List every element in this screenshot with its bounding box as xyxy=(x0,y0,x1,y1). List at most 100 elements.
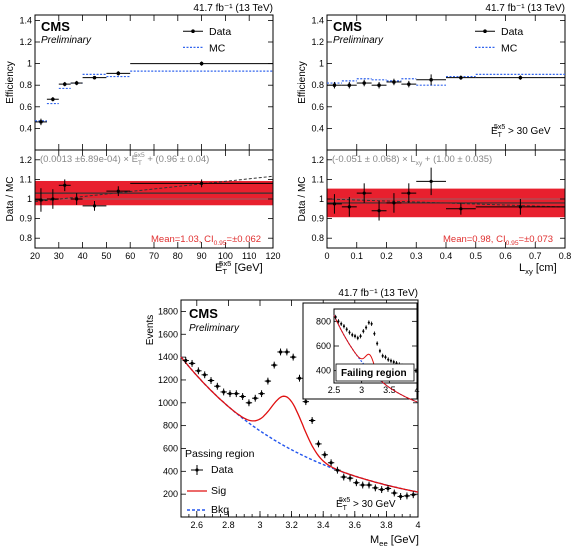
mass-pass-data-point xyxy=(380,487,384,492)
ratio_lxy-data-point xyxy=(362,191,366,195)
mass-pass-ytick-label: 1400 xyxy=(158,352,178,362)
eff_lxy-lumi: 41.7 fb⁻¹ (13 TeV) xyxy=(485,3,565,14)
mass-pass-ytick-label: 200 xyxy=(163,489,178,499)
mass-pass-xtick-label: 3 xyxy=(257,520,262,530)
ratio_lxy-data-point xyxy=(347,205,351,209)
eff_et-legend-data-label: Data xyxy=(209,26,231,38)
eff_lxy-ytick-label: 1.4 xyxy=(311,15,324,25)
mass-pass-data-point xyxy=(361,483,365,487)
ratio_et-ytick-label: 1.2 xyxy=(19,155,32,165)
ratio_lxy-xlabel: Lxy [cm] xyxy=(519,262,557,276)
ratio_lxy-xtick-label: 0.8 xyxy=(559,251,572,261)
mass-pass-cut-label: ET5x5 > 30 GeV xyxy=(336,497,396,512)
eff_et-lumi: 41.7 fb⁻¹ (13 TeV) xyxy=(193,3,273,14)
mass-pass-xtick-label: 3.8 xyxy=(380,520,393,530)
mass-pass-ytick-label: 1000 xyxy=(158,398,178,408)
mass-fail-title: Failing region xyxy=(341,368,407,379)
mass-fail-data-point xyxy=(387,358,390,361)
mass-fail-data-point xyxy=(370,322,373,325)
mass-fail-xtick-label: 3 xyxy=(359,385,364,395)
ratio_lxy-mean-label-part: Mean=0.98, CI xyxy=(443,234,506,245)
mass-pass-data-point xyxy=(253,396,257,400)
ratio_lxy-xtick-label: 0.7 xyxy=(529,251,542,261)
mass-fail-data-point xyxy=(392,360,395,364)
ratio_et-mean-label-part: Mean=1.03, CI xyxy=(151,234,214,245)
eff_lxy-cms: CMS xyxy=(333,19,362,34)
mass-fail-xtick-label: 2.5 xyxy=(328,385,341,395)
ratio_lxy-xtick-label: 0.6 xyxy=(499,251,512,261)
mass-pass-data-point xyxy=(190,361,194,365)
mass-pass-data-point xyxy=(285,350,289,354)
mass-pass-data-point xyxy=(304,400,308,404)
eff_lxy-cut-label: ET5x5 > 30 GeV xyxy=(491,124,551,139)
ratio_lxy-ytick-label: 0.9 xyxy=(311,214,324,224)
mass-pass-data-point xyxy=(354,481,358,485)
mass-fail-data-point xyxy=(334,315,337,319)
mass-pass-prelim: Preliminary xyxy=(189,323,240,334)
ratio_et-ytick-label: 1.1 xyxy=(19,174,32,184)
ratio_et-data-point xyxy=(200,181,204,185)
mass-pass-data-point xyxy=(196,369,200,373)
mass-pass-data-point xyxy=(291,355,295,359)
mass-pass-cut-label-part: 5x5 xyxy=(339,497,350,504)
mass-pass-sig-curve xyxy=(180,356,419,493)
ratio_lxy-mean-label-part: 0.95 xyxy=(506,240,519,247)
mass-fail-data-point xyxy=(364,326,368,329)
ratio_et-xtick-label: 60 xyxy=(125,251,135,261)
mass-pass-legend-data-label: Data xyxy=(211,464,233,476)
mass-pass-data-point xyxy=(316,442,321,446)
mass-pass-cut-label-part: E xyxy=(336,499,343,510)
mass-pass-data-point xyxy=(234,392,238,396)
ratio_lxy-ytick-label: 1.2 xyxy=(311,155,324,165)
ratio_lxy-data-point xyxy=(332,202,337,206)
mass-pass-data-point xyxy=(367,483,371,487)
ratio_et-ylabel: Data / MC xyxy=(5,176,16,221)
eff_lxy-data-point xyxy=(518,75,523,80)
eff_lxy-cut-label-part: T xyxy=(498,132,503,139)
ratio_lxy-xtick-label: 0.1 xyxy=(350,251,363,261)
ratio_lxy-data-point xyxy=(377,209,381,213)
eff_et-data-point xyxy=(92,75,97,80)
mass-fail-data-point xyxy=(389,359,393,362)
ratio_lxy-xtick-label: 0.2 xyxy=(380,251,393,261)
mass-fail-data-point xyxy=(378,349,382,353)
eff_lxy-data-point xyxy=(459,75,463,80)
ratio_et-fit-label-part: 5x5 xyxy=(134,152,145,159)
mass-pass-xtick-label: 4 xyxy=(415,520,420,530)
mass-fail-title-box xyxy=(335,363,415,382)
mass-fail-data-point xyxy=(342,325,346,328)
eff_et-legend-mc-label: MC xyxy=(209,42,226,54)
mass-pass-data-point xyxy=(259,392,264,396)
eff_et-data-point xyxy=(62,82,67,86)
ratio_et-data-point xyxy=(51,197,55,201)
mass-pass-data-point xyxy=(215,384,219,388)
mass-pass-data-point xyxy=(310,418,314,423)
eff_lxy-ytick-label: 0.6 xyxy=(311,102,324,112)
mass-pass-xlabel: Mee [GeV] xyxy=(370,534,419,548)
mass-fail-ytick-label: 800 xyxy=(316,316,331,326)
mass-pass-ytick-label: 600 xyxy=(163,443,178,453)
mass-pass-lumi: 41.7 fb⁻¹ (13 TeV) xyxy=(338,288,418,299)
mass-pass-xtick-label: 2.8 xyxy=(222,520,235,530)
ratio_et-xlabel-part: 5x5 xyxy=(219,259,231,268)
eff_lxy-ytick-label: 1.2 xyxy=(311,37,324,47)
mass-pass-data-point xyxy=(247,401,251,405)
mass-pass-data-point xyxy=(329,461,333,465)
ratio_lxy-data-point xyxy=(429,179,433,183)
ratio_et-xlabel-part: T xyxy=(222,267,227,276)
ratio_et-fit-label: (0.0013 ±6.89e-04) × ET5x5 + (0.96 ± 0.0… xyxy=(40,152,209,167)
mass-fail-data-point xyxy=(359,335,362,338)
eff_lxy-data-point xyxy=(407,82,411,86)
eff_lxy-cut-label-part: > 30 GeV xyxy=(505,126,551,137)
ratio_lxy-data-point xyxy=(407,191,411,195)
mass-fail-ytick-label: 400 xyxy=(316,366,331,376)
mass-pass-xtick-label: 3.6 xyxy=(349,520,362,530)
mass-fail-data-point xyxy=(356,336,359,340)
eff_lxy-legend-data-label: Data xyxy=(501,26,523,38)
mass-pass-data-point xyxy=(386,486,390,491)
mass-pass-xlabel-part: M xyxy=(370,534,379,546)
ratio_et-ytick-label: 0.9 xyxy=(19,214,32,224)
mass-fail-data-point xyxy=(373,332,376,335)
mass-pass-xlabel-part: [GeV] xyxy=(388,534,419,546)
